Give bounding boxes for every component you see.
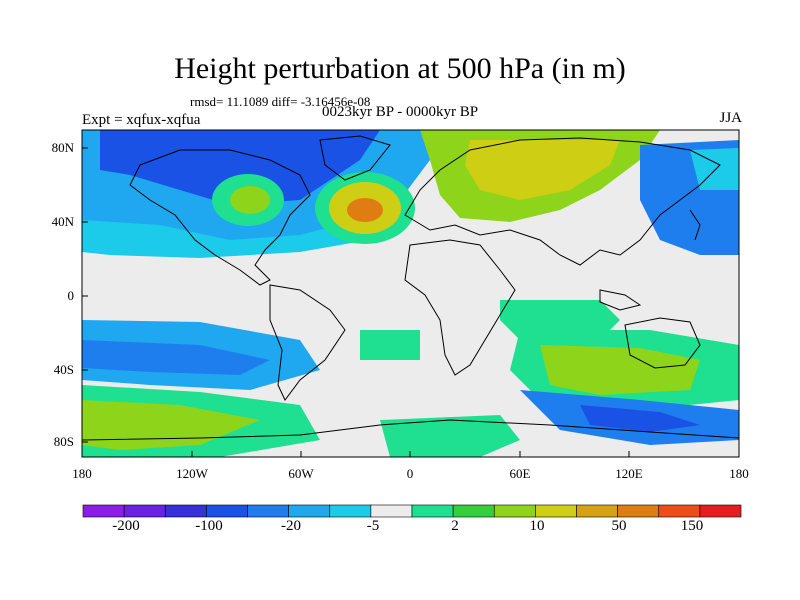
season-label: JJA xyxy=(719,110,742,126)
coast-greenland xyxy=(319,135,391,181)
contour-south-indian-olive xyxy=(540,345,700,395)
coast-antarctica xyxy=(82,419,739,441)
lat-label-80s: 80S xyxy=(53,434,74,449)
lon-label-180w: 180 xyxy=(72,466,92,481)
contour-north-pale xyxy=(82,220,380,258)
coast-australia xyxy=(624,317,701,369)
contour-fields xyxy=(82,130,739,457)
colorbar-label-50: 50 xyxy=(611,518,627,534)
colorbar-swatch-5 xyxy=(288,504,331,518)
colorbar-label-150: 150 xyxy=(680,518,704,534)
lon-label-60w: 60W xyxy=(288,466,314,481)
colorbar-swatch-1 xyxy=(123,504,166,518)
contour-south-pacific-deep xyxy=(580,405,700,432)
lon-label-60e: 60E xyxy=(509,466,531,481)
contour-north-deep xyxy=(100,130,380,205)
colorbar-swatch-9 xyxy=(452,504,495,518)
colorbar-swatch-6 xyxy=(329,504,372,518)
colorbar-label-minus20: -20 xyxy=(281,518,301,534)
colorbar-swatch-10 xyxy=(493,504,536,518)
contour-tropical-atlantic xyxy=(360,330,420,360)
colorbar-label-minus100: -100 xyxy=(195,518,223,534)
colorbar-swatch-12 xyxy=(576,504,618,518)
contour-high-atlantic-core xyxy=(347,198,383,222)
lon-label-180e: 180 xyxy=(729,466,749,481)
colorbar-label-minus5: -5 xyxy=(366,518,380,534)
colorbar-swatch-11 xyxy=(535,504,577,518)
rmsd-diff-stats: rmsd= 11.1089 diff= -3.16456e-08 xyxy=(190,94,371,109)
contour-south-deep xyxy=(82,340,270,375)
axis-ticks xyxy=(82,147,630,457)
coast-africa xyxy=(404,239,516,376)
coastlines xyxy=(82,135,739,441)
colorbar-label-10: 10 xyxy=(529,518,545,534)
lat-label-40n: 40N xyxy=(51,214,74,229)
coast-japan xyxy=(689,209,701,241)
colorbar-swatch-8 xyxy=(411,504,454,518)
colorbar xyxy=(82,504,742,518)
contour-npacific-pale xyxy=(690,148,739,190)
coast-maritime-continent xyxy=(599,289,642,311)
lon-label-120e: 120E xyxy=(615,466,643,481)
colorbar-label-minus200: -200 xyxy=(112,518,140,534)
colorbar-swatch-0 xyxy=(82,504,125,518)
colorbar-swatch-2 xyxy=(164,504,207,518)
contour-antarctic-green xyxy=(380,415,520,457)
plot-title: Height perturbation at 500 hPa (in m) xyxy=(174,52,626,85)
contour-high-eurasia-core xyxy=(465,140,620,200)
colorbar-label-2: 2 xyxy=(451,518,459,534)
contour-high-namerica-core xyxy=(230,186,270,214)
coast-north-america xyxy=(129,149,311,286)
colorbar-swatch-3 xyxy=(206,504,248,518)
lon-label-120w: 120W xyxy=(176,466,208,481)
colorbar-swatch-15 xyxy=(699,504,742,518)
lon-label-0: 0 xyxy=(406,466,414,481)
colorbar-swatch-4 xyxy=(247,504,289,518)
lat-label-0: 0 xyxy=(67,288,75,303)
colorbar-swatch-13 xyxy=(617,504,660,518)
lat-label-40s: 40S xyxy=(53,362,74,377)
colorbar-swatch-7 xyxy=(370,504,413,518)
lat-label-80n: 80N xyxy=(51,140,74,155)
colorbar-swatch-14 xyxy=(658,504,701,518)
coast-europe-asia xyxy=(404,137,721,266)
period-label: 0023kyr BP - 0000kyr BP xyxy=(322,104,479,120)
experiment-label: Expt = xqfux-xqfua xyxy=(82,112,201,128)
coast-south-america xyxy=(269,284,346,401)
